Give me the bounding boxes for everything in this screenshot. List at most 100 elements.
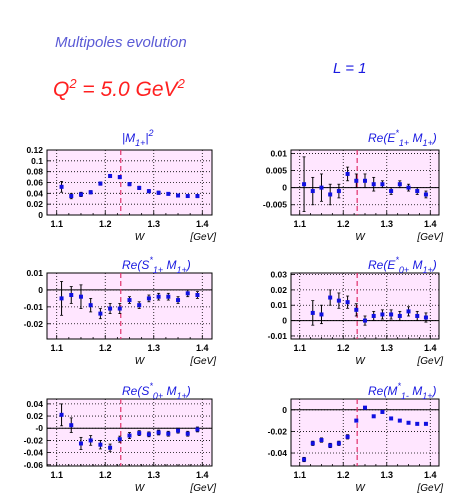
data-point bbox=[363, 405, 367, 410]
data-point bbox=[310, 441, 315, 446]
y-tick-label: 0.04 bbox=[26, 188, 43, 198]
data-point bbox=[137, 185, 142, 190]
data-point bbox=[310, 310, 315, 315]
x-tick-label: 1.4 bbox=[196, 219, 209, 229]
data-point bbox=[354, 418, 359, 423]
data-point bbox=[345, 171, 350, 176]
data-point bbox=[406, 309, 411, 314]
x-tick-label: 1.1 bbox=[50, 343, 63, 353]
data-point bbox=[185, 291, 190, 296]
data-point bbox=[127, 182, 132, 187]
data-point bbox=[127, 433, 132, 438]
data-point bbox=[328, 192, 333, 197]
x-tick-label: 1.1 bbox=[50, 470, 63, 480]
data-point bbox=[363, 178, 367, 183]
y-tick-label: 0.06 bbox=[26, 178, 43, 188]
x-axis-label: W bbox=[355, 232, 366, 243]
data-point bbox=[328, 295, 333, 300]
data-point bbox=[371, 182, 376, 187]
chart-panel-3: -0.02 -0.01 0 0.01 1.1 1.2 1.3 1.4 W [GeV] Re(S*1+… bbox=[24, 255, 217, 367]
x-tick-label: 1.3 bbox=[381, 343, 394, 353]
x-tick-label: 1.2 bbox=[337, 470, 350, 480]
x-tick-label: 1.4 bbox=[424, 343, 437, 353]
panel-label: |M1+|2 bbox=[122, 128, 154, 148]
x-axis-label: W bbox=[135, 356, 146, 367]
x-tick-label: 1.4 bbox=[424, 219, 437, 229]
data-point bbox=[389, 416, 394, 421]
data-point bbox=[397, 418, 402, 423]
x-unit-label: [GeV] bbox=[416, 483, 443, 494]
y-tick-label: -0.02 bbox=[24, 435, 44, 445]
x-tick-label: 1.1 bbox=[293, 343, 306, 353]
data-point bbox=[363, 318, 367, 323]
data-point bbox=[166, 191, 171, 196]
y-tick-label: -0.04 bbox=[24, 448, 44, 458]
data-point bbox=[195, 427, 200, 432]
data-point bbox=[146, 189, 151, 194]
x-unit-label: [GeV] bbox=[416, 356, 443, 367]
x-tick-label: 1.2 bbox=[337, 343, 350, 353]
data-point bbox=[137, 303, 142, 308]
x-tick-label: 1.1 bbox=[293, 470, 306, 480]
x-axis-label: W bbox=[355, 483, 366, 494]
y-tick-label: -0.01 bbox=[268, 331, 288, 341]
x-axis-label: W bbox=[135, 483, 146, 494]
data-point bbox=[345, 300, 350, 305]
x-unit-label: [GeV] bbox=[416, 232, 443, 243]
data-point bbox=[127, 298, 132, 303]
data-point bbox=[423, 421, 428, 426]
x-tick-label: 1.2 bbox=[337, 219, 350, 229]
y-tick-label: 0.08 bbox=[26, 167, 43, 177]
page-title: Multipoles evolution bbox=[55, 34, 187, 51]
data-point bbox=[166, 431, 171, 436]
data-point bbox=[108, 445, 113, 450]
data-point bbox=[423, 315, 428, 320]
x-tick-label: 1.4 bbox=[196, 343, 209, 353]
data-point bbox=[98, 311, 103, 316]
data-point bbox=[336, 441, 341, 446]
y-tick-label: 0.005 bbox=[266, 166, 288, 176]
data-point bbox=[336, 189, 341, 194]
data-point bbox=[195, 194, 200, 199]
panel-label: Re(M*1- M1+) bbox=[368, 381, 436, 401]
q2-unit-exp: 2 bbox=[177, 76, 185, 91]
data-point bbox=[108, 174, 113, 178]
x-tick-label: 1.4 bbox=[196, 470, 209, 480]
data-point bbox=[319, 312, 324, 317]
x-tick-label: 1.3 bbox=[148, 219, 161, 229]
data-point bbox=[117, 437, 122, 442]
x-tick-label: 1.1 bbox=[293, 219, 306, 229]
data-point bbox=[354, 307, 359, 312]
data-point bbox=[380, 409, 385, 414]
x-tick-label: 1.3 bbox=[148, 470, 161, 480]
data-point bbox=[176, 193, 181, 198]
data-point bbox=[146, 296, 151, 301]
l-label: L = 1 bbox=[333, 60, 367, 77]
data-point bbox=[117, 306, 122, 311]
y-tick-label: 0.02 bbox=[270, 285, 287, 295]
q2-exp: 2 bbox=[69, 76, 77, 91]
data-point bbox=[380, 312, 385, 317]
y-tick-label: 0 bbox=[282, 316, 287, 326]
y-tick-label: -0.02 bbox=[268, 426, 288, 436]
data-point bbox=[69, 194, 74, 199]
data-point bbox=[69, 293, 74, 297]
panel-label: Re(E*1+ M1+) bbox=[368, 128, 437, 148]
x-tick-label: 1.1 bbox=[50, 219, 63, 229]
chart-panel-1: 00.020.040.060.080.10.12 1.1 1.2 1.3 1.4 W [Ge… bbox=[26, 128, 216, 243]
data-point bbox=[302, 182, 307, 187]
data-point bbox=[328, 443, 333, 448]
y-tick-label: -0 bbox=[35, 423, 43, 433]
x-tick-label: 1.4 bbox=[424, 470, 437, 480]
q2-value: = 5.0 GeV bbox=[76, 78, 178, 101]
x-tick-label: 1.3 bbox=[381, 470, 394, 480]
plot-area bbox=[47, 273, 212, 339]
y-tick-label: 0 bbox=[282, 183, 287, 193]
data-point bbox=[98, 181, 103, 186]
x-tick-label: 1.2 bbox=[99, 219, 112, 229]
data-point bbox=[380, 182, 385, 187]
x-unit-label: [GeV] bbox=[189, 356, 216, 367]
data-point bbox=[59, 184, 64, 189]
x-tick-label: 1.3 bbox=[148, 343, 161, 353]
